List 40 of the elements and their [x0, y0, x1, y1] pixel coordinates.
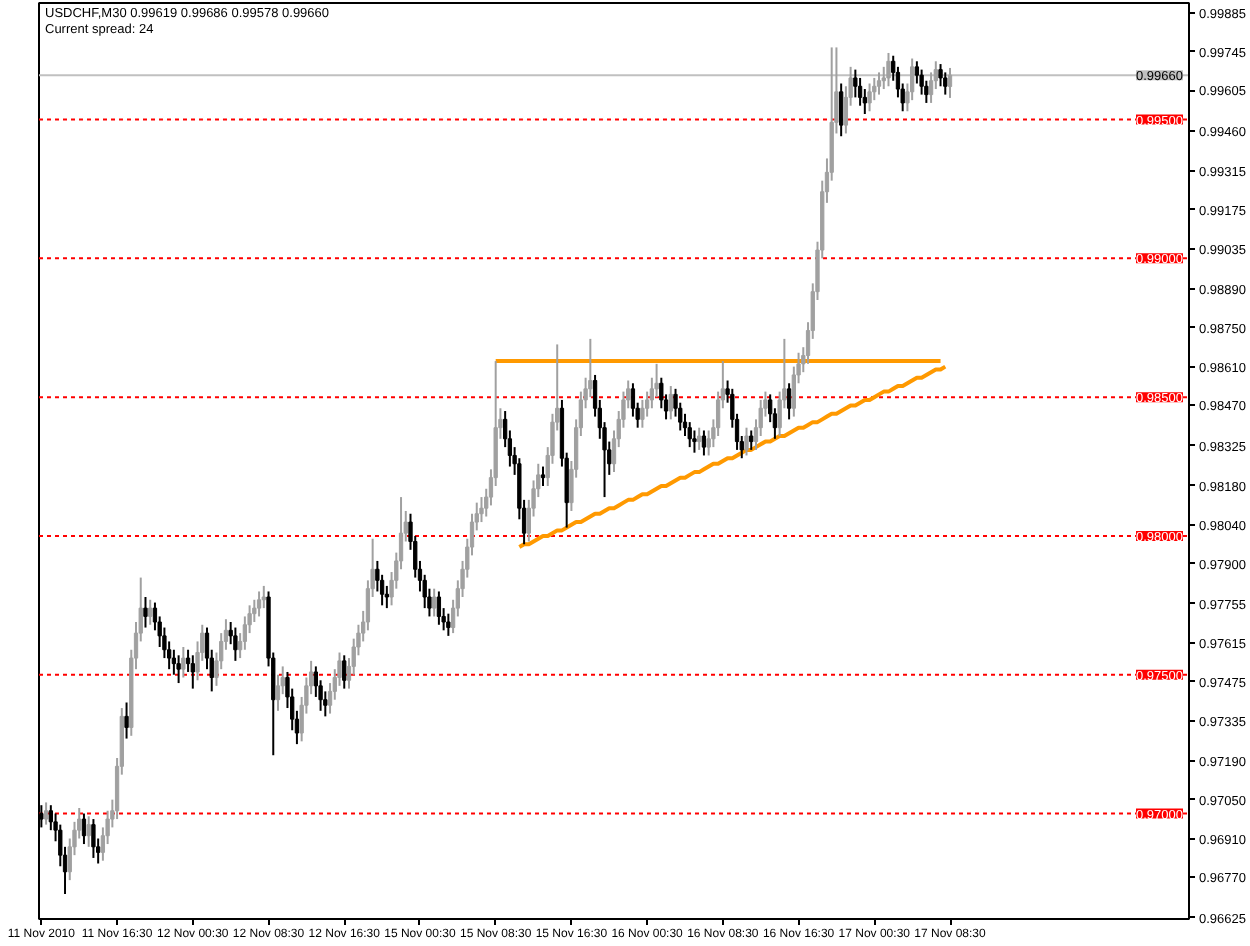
candlestick: [943, 71, 948, 96]
candlestick: [867, 82, 872, 113]
candlestick: [876, 71, 882, 96]
candlestick: [701, 429, 707, 457]
candlestick: [853, 68, 858, 99]
candlestick: [947, 66, 953, 99]
candlestick: [432, 587, 437, 618]
candlestick: [749, 429, 754, 451]
candlestick: [668, 385, 673, 421]
candlestick: [786, 382, 792, 421]
candlestick: [86, 815, 91, 848]
candlestick: [857, 76, 863, 107]
candlestick: [43, 801, 49, 826]
candlestick: [436, 590, 442, 626]
candlestick: [181, 645, 186, 679]
candlestick: [81, 812, 87, 846]
candlestick: [540, 465, 546, 487]
candlestick: [640, 398, 645, 429]
candlestick: [886, 51, 891, 88]
candlestick: [692, 429, 697, 454]
candlestick: [697, 426, 702, 451]
candlestick: [744, 426, 749, 457]
candlestick: [190, 654, 195, 690]
candlestick: [171, 648, 177, 676]
candlestick: [446, 612, 451, 637]
candlestick: [261, 584, 266, 610]
candlestick: [233, 626, 238, 662]
candlestick: [938, 63, 943, 88]
candlestick: [143, 596, 148, 629]
candlestick: [176, 654, 181, 685]
candlestick: [919, 68, 924, 96]
candlestick: [91, 818, 96, 859]
candlestick: [256, 590, 262, 618]
candlestick: [124, 701, 129, 740]
candlestick: [839, 82, 844, 138]
candlestick: [687, 421, 692, 449]
candlestick: [275, 673, 281, 712]
candlestick: [148, 598, 153, 626]
candlestick: [479, 496, 484, 524]
candlestick: [342, 654, 347, 690]
